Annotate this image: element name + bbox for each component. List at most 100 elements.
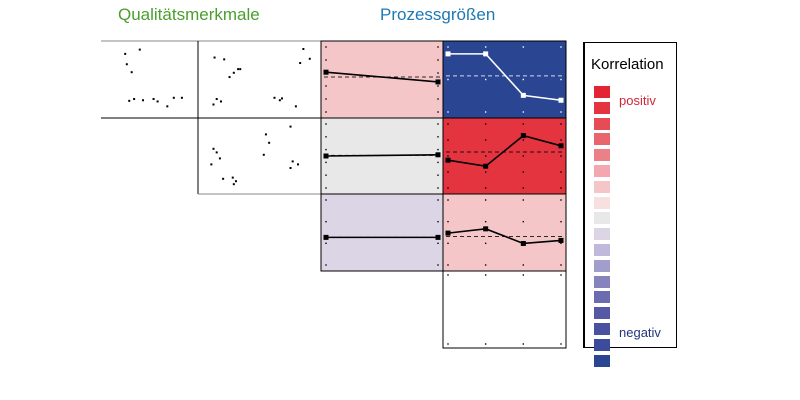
profile-cell-r2c3 [320, 117, 444, 195]
scatter-point [231, 176, 234, 179]
value-point [560, 242, 562, 245]
value-point [447, 264, 449, 266]
value-point [484, 139, 487, 141]
value-point [325, 242, 327, 245]
profile-line [325, 154, 439, 157]
value-point [484, 220, 487, 223]
profile-marker [323, 234, 329, 240]
profile-line [447, 134, 562, 168]
value-point [325, 111, 327, 113]
scatter-point [156, 100, 159, 103]
scatter-point [138, 48, 141, 51]
value-point [560, 155, 562, 157]
value-point [447, 123, 449, 125]
profile-cell-r1c4 [442, 40, 567, 119]
scatter-point [289, 167, 292, 169]
profile-marker [435, 79, 441, 85]
value-point [522, 111, 525, 113]
profile-cell-r4c4 [442, 270, 567, 349]
scatter-point [262, 153, 265, 156]
value-point [484, 46, 487, 48]
scatter-point [215, 151, 218, 154]
value-point [522, 123, 525, 125]
value-point [560, 123, 562, 125]
correlation-legend: Korrelation positiv negativ [583, 42, 677, 367]
scatter-point [268, 141, 271, 144]
value-point [447, 343, 449, 345]
value-point [484, 171, 487, 173]
value-point [522, 171, 525, 173]
value-point [437, 85, 439, 87]
scatter-point [133, 98, 136, 101]
scatter-point [212, 103, 215, 106]
value-point [522, 220, 525, 223]
value-point [522, 264, 525, 266]
profile-marker [445, 230, 451, 236]
value-point [437, 148, 439, 151]
value-point [560, 220, 562, 223]
value-point [325, 161, 327, 164]
profile-marker [558, 97, 564, 103]
scatter-point [299, 62, 302, 65]
profile-marker [323, 153, 329, 159]
value-point [560, 111, 562, 113]
legend-swatch [594, 338, 610, 351]
scatter-point [210, 163, 213, 166]
legend-swatch [594, 117, 610, 130]
scatter-point [152, 98, 155, 101]
legend-swatch [594, 180, 610, 193]
scatter-point [223, 58, 226, 61]
value-point [522, 46, 525, 48]
profile-marker [323, 69, 329, 75]
value-point [447, 46, 449, 48]
scatter-point [142, 99, 145, 102]
legend-swatch [594, 275, 610, 288]
legend-positive-label: positiv [619, 93, 656, 108]
profile-marker [435, 234, 441, 240]
value-point [325, 220, 327, 223]
profile-cell-r1c3 [320, 40, 444, 119]
value-point [484, 78, 487, 81]
value-point [560, 78, 562, 81]
profile-marker [520, 240, 526, 246]
value-point [437, 123, 439, 125]
profile-line [447, 228, 562, 245]
profile-line [448, 53, 562, 102]
value-point [484, 187, 487, 189]
legend-swatch [594, 354, 610, 367]
legend-swatch [594, 291, 610, 304]
scatter-point [289, 125, 292, 128]
scatter-point [278, 99, 281, 102]
matrix-cells [124, 40, 567, 349]
value-point [522, 187, 525, 189]
value-point [437, 187, 439, 189]
legend-swatch [594, 307, 610, 320]
scatter-point [294, 105, 297, 108]
scatter-point [239, 68, 242, 71]
scatter-point [215, 98, 218, 101]
value-point [447, 171, 449, 173]
value-point [437, 111, 439, 113]
value-point [325, 85, 327, 87]
value-point [325, 174, 327, 176]
scatter-point [212, 147, 215, 150]
value-point [484, 199, 487, 201]
scatter-point [128, 99, 131, 102]
value-point [325, 199, 327, 201]
legend-swatch [594, 133, 610, 146]
value-point [522, 155, 525, 157]
scatter-cell-r1c1 [124, 48, 183, 108]
value-point [560, 171, 562, 173]
value-point [560, 264, 562, 266]
value-point [437, 46, 439, 48]
value-point [447, 78, 449, 81]
scatter-point [218, 157, 221, 160]
profile-marker [435, 152, 441, 158]
scatter-point [124, 52, 127, 55]
cell-background [442, 40, 567, 119]
cell-background [320, 193, 444, 272]
value-point [437, 136, 439, 138]
value-point [560, 343, 562, 345]
quality-features-heading: Qualitätsmerkmale [118, 5, 260, 24]
